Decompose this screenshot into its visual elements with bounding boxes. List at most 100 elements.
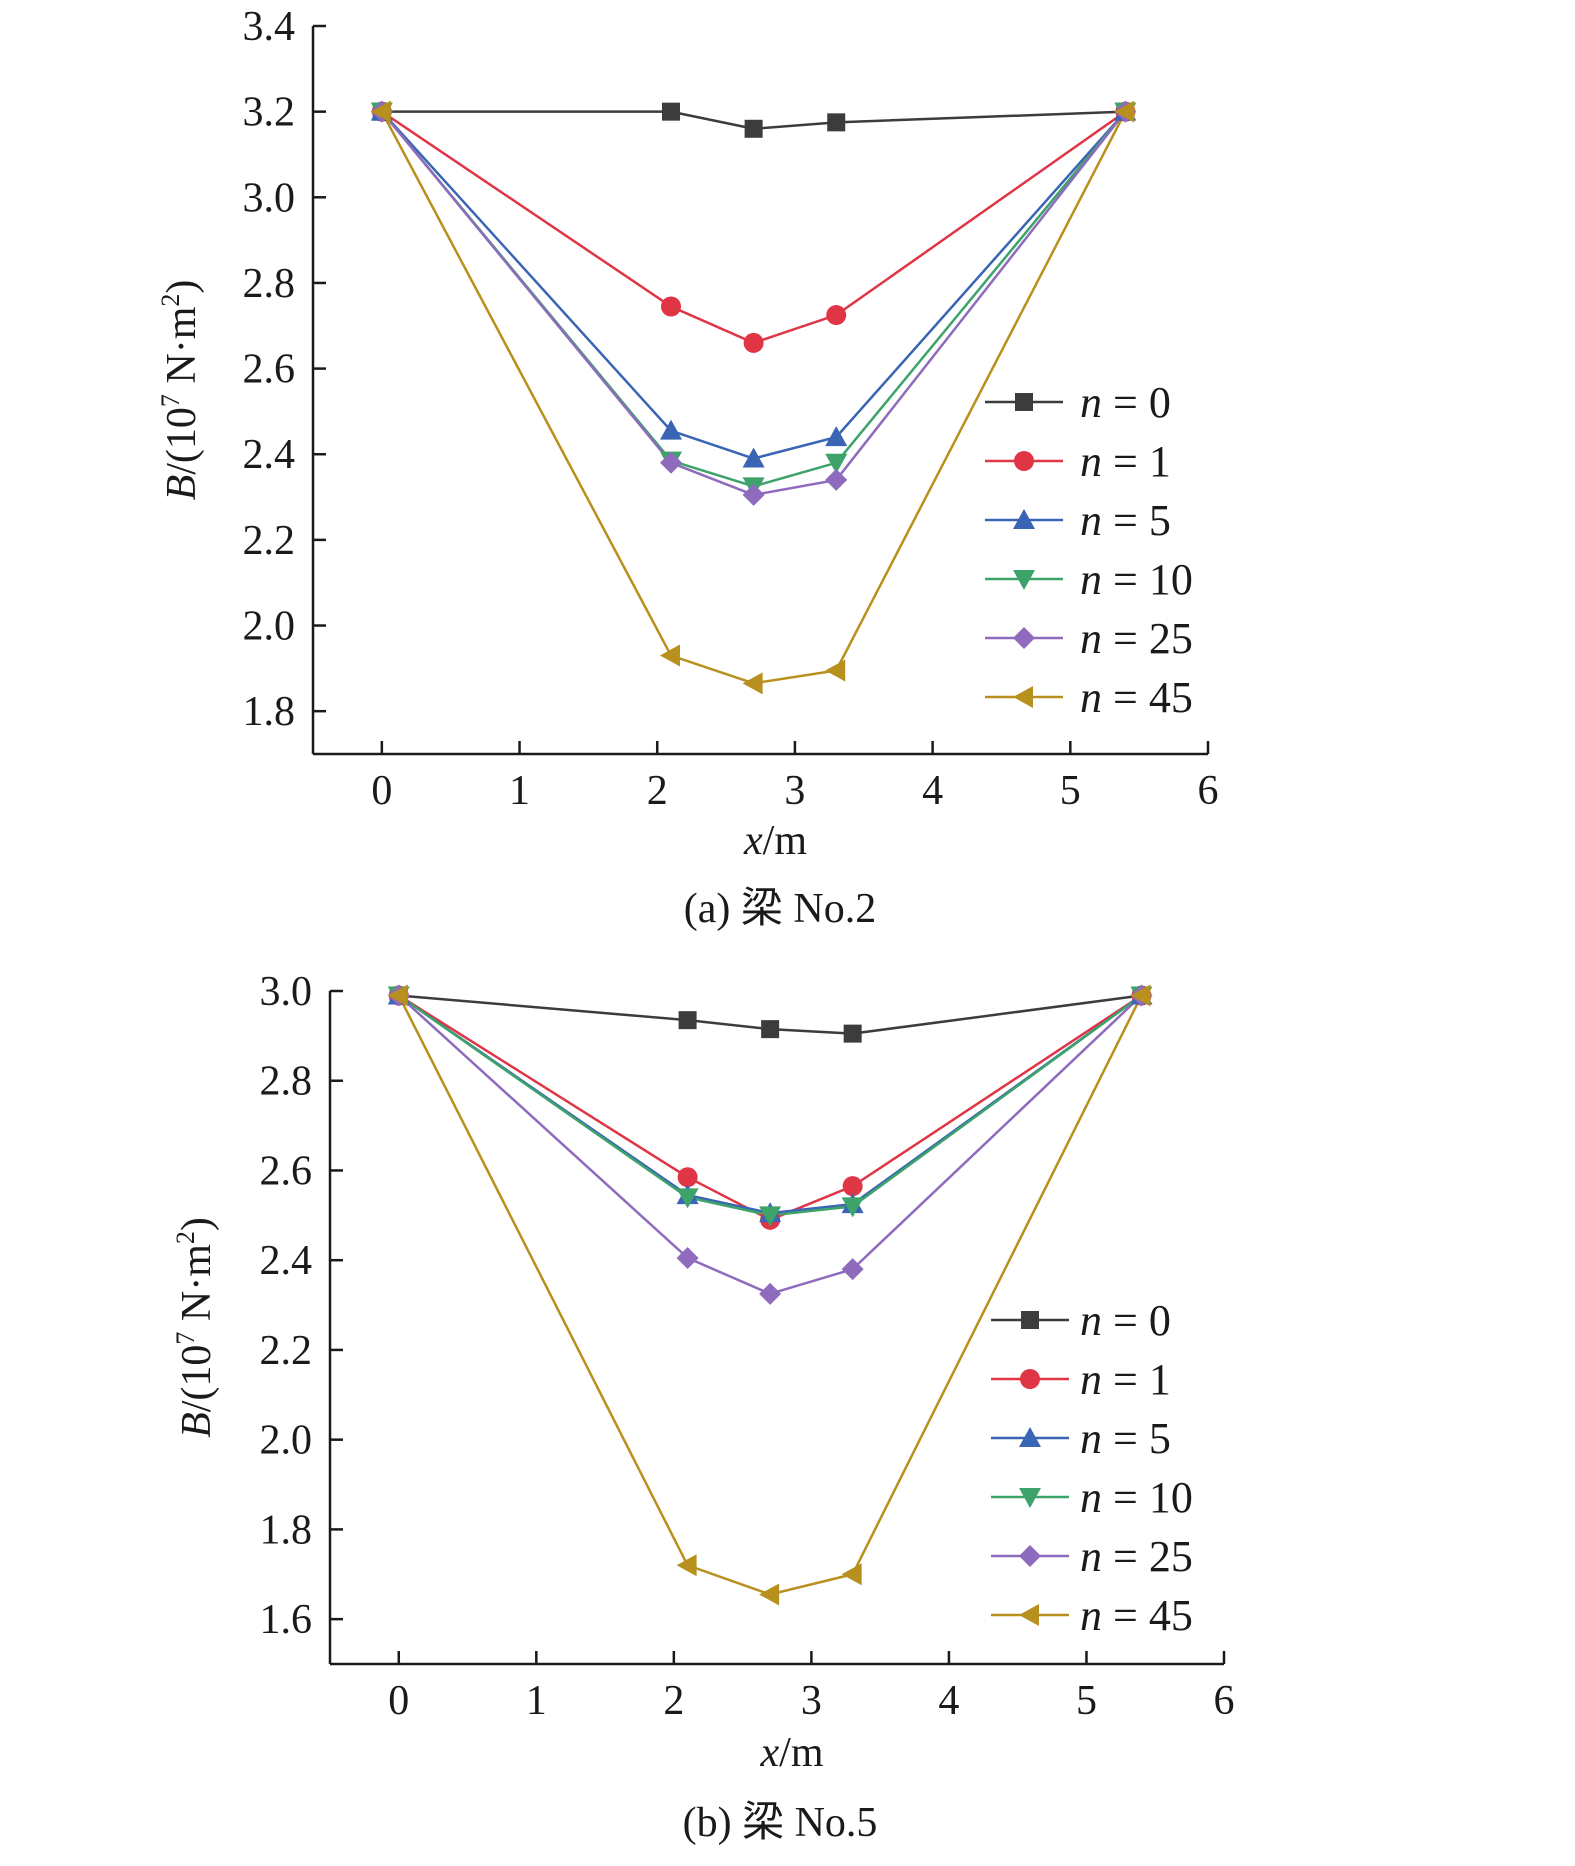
- y-tick-label: 3.2: [243, 90, 296, 136]
- series-3-point: [841, 1197, 864, 1218]
- series-3-point: [676, 1188, 699, 1209]
- y-axis-title: B/(107 N·m2): [156, 280, 205, 501]
- legend-label: n = 1: [1080, 437, 1171, 486]
- y-tick-label: 2.2: [243, 518, 296, 564]
- series-5-point: [759, 1583, 780, 1606]
- legend-label: n = 45: [1080, 1591, 1193, 1640]
- legend-label-var: n: [1080, 1473, 1102, 1522]
- y-tick-label: 2.8: [243, 261, 296, 307]
- x-tick-label: 2: [663, 1678, 684, 1724]
- series-2-point: [742, 447, 765, 468]
- legend-label-value: = 1: [1102, 437, 1171, 486]
- legend-label-var: n: [1080, 378, 1102, 427]
- x-axis-title: x/m: [743, 818, 807, 864]
- x-tick-label: 6: [1198, 768, 1219, 814]
- legend-marker: [1013, 686, 1033, 708]
- y-axis-title-exp: 7: [171, 1332, 200, 1345]
- legend-marker: [1020, 1369, 1040, 1389]
- x-axis-title-var: x: [743, 818, 763, 864]
- series-5-point: [825, 659, 846, 682]
- y-tick-label: 1.6: [260, 1597, 313, 1643]
- series-4-point: [676, 1246, 699, 1269]
- legend-label-value: = 25: [1102, 614, 1193, 663]
- series-5-point: [676, 1554, 697, 1577]
- legend-label-value: = 25: [1102, 1532, 1193, 1581]
- series-5-point: [742, 672, 763, 695]
- legend-label-var: n: [1080, 1532, 1102, 1581]
- y-axis-title-close: ): [174, 1217, 220, 1231]
- series-4-point: [759, 1282, 782, 1305]
- series-2-point: [660, 419, 682, 440]
- legend-label-var: n: [1080, 555, 1102, 604]
- x-tick-label: 6: [1214, 1678, 1235, 1724]
- legend-marker: [1019, 1604, 1039, 1626]
- series-5-point: [370, 100, 391, 123]
- series-2-point: [825, 426, 848, 447]
- legend-label-var: n: [1080, 1355, 1102, 1404]
- x-axis-title: x/m: [760, 1730, 824, 1776]
- legend-label-var: n: [1080, 614, 1102, 663]
- series-1-point: [842, 1176, 863, 1197]
- series-0-point: [744, 119, 763, 138]
- legend-marker: [1021, 1311, 1039, 1329]
- legend-label-var: n: [1080, 673, 1102, 722]
- x-tick-label: 4: [938, 1678, 959, 1724]
- series-0-point: [827, 113, 846, 132]
- legend-label-var: n: [1080, 1296, 1102, 1345]
- legend-label: n = 45: [1080, 673, 1193, 722]
- y-axis-title-post: N·m: [174, 1244, 220, 1332]
- y-tick-label: 2.6: [260, 1148, 313, 1194]
- series-line-3: [380, 110, 1127, 488]
- series-line-1: [381, 110, 1127, 345]
- legend-marker: [1014, 451, 1034, 471]
- y-axis-title-pre: /(10: [159, 407, 205, 475]
- series-4-point: [742, 483, 765, 506]
- x-tick-label: 0: [388, 1678, 409, 1724]
- y-axis-title-post: N·m: [159, 306, 205, 394]
- legend-label: n = 10: [1080, 555, 1193, 604]
- legend-marker: [1019, 1545, 1041, 1567]
- legend-label-value: = 5: [1102, 496, 1171, 545]
- x-tick-label: 4: [922, 768, 943, 814]
- series-4-point: [825, 468, 848, 491]
- legend-label: n = 0: [1080, 378, 1171, 427]
- legend: n = 0n = 1n = 5n = 10n = 25n = 45: [985, 378, 1193, 722]
- y-axis-title-close: ): [159, 280, 205, 294]
- y-tick-label: 1.8: [243, 689, 296, 735]
- series-5-point: [841, 1563, 862, 1586]
- x-tick-label: 1: [509, 768, 530, 814]
- legend-marker: [1013, 509, 1035, 529]
- y-tick-label: 3.0: [243, 175, 296, 221]
- legend-label-value: = 0: [1102, 1296, 1171, 1345]
- series-line-4: [397, 994, 1143, 1296]
- y-tick-label: 2.2: [260, 1328, 313, 1374]
- y-axis-title-exp2: 2: [171, 1231, 200, 1244]
- legend-label-var: n: [1080, 437, 1102, 486]
- series-line-2: [380, 110, 1127, 460]
- x-axis-title-var: x: [760, 1730, 780, 1776]
- x-tick-label: 3: [801, 1678, 822, 1724]
- series-3-point: [759, 1206, 782, 1227]
- legend-label-var: n: [1080, 1591, 1102, 1640]
- y-axis-title-exp2: 2: [156, 294, 185, 307]
- legend-label: n = 1: [1080, 1355, 1171, 1404]
- series-0-point: [662, 102, 680, 121]
- legend-label-value: = 10: [1102, 1473, 1193, 1522]
- series-5-point: [1114, 100, 1135, 123]
- legend-label: n = 10: [1080, 1473, 1193, 1522]
- legend-label: n = 0: [1080, 1296, 1171, 1345]
- y-tick-label: 2.0: [243, 604, 296, 650]
- series-0-point: [843, 1024, 862, 1043]
- figure-caption: (a) 梁 No.2: [684, 886, 876, 932]
- legend-label: n = 5: [1080, 496, 1171, 545]
- series-5-point: [1130, 984, 1151, 1007]
- chart-1: 0 1 2 3 4 5 6 1.6 1.8 2.0 2.2 2.4 2.6 2.8 3.0 x/m B/(107…: [171, 969, 1235, 1846]
- y-tick-label: 3.4: [243, 4, 296, 50]
- y-tick-label: 3.0: [260, 969, 313, 1015]
- legend-marker: [1015, 393, 1033, 411]
- y-tick-label: 1.8: [260, 1507, 313, 1553]
- y-tick-label: 2.4: [243, 432, 296, 478]
- x-tick-label: 1: [526, 1678, 547, 1724]
- series-1-point: [826, 305, 847, 326]
- y-axis-title: B/(107 N·m2): [171, 1217, 220, 1438]
